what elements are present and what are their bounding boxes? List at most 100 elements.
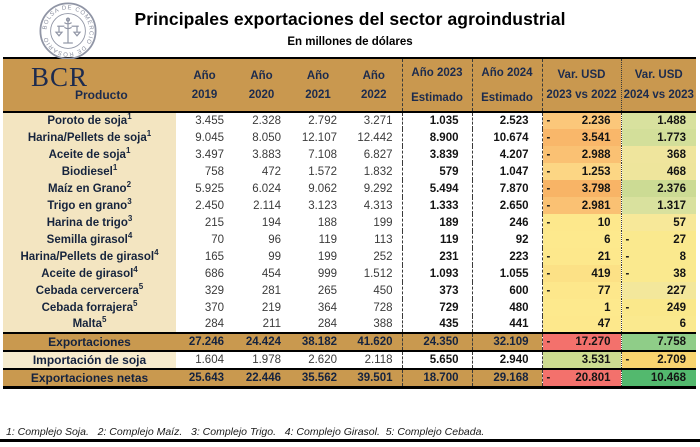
totals-label-cell: Exportaciones netas (3, 369, 176, 389)
year-value-cell: 6.024 (233, 180, 290, 197)
variation-cell: -10 (541, 214, 621, 231)
table-row: Biodiesel1 758 472 1.572 1.832 579 1.047-1.253… (3, 163, 696, 180)
year-value-cell: 2.118 (346, 351, 402, 370)
product-name-cell: Semilla girasol4 (3, 231, 176, 248)
year-2022-header: Año 2022 (346, 57, 402, 113)
estimated-value-cell: 2.940 (471, 351, 542, 370)
table-row: Maíz en Grano2 5.925 6.024 9.062 9.292 5.494 7… (3, 180, 696, 197)
year-value-cell: 284 (290, 316, 346, 333)
estimated-value-cell: 92 (471, 231, 542, 248)
year-value-cell: 199 (290, 248, 346, 265)
year-value-cell: 758 (176, 163, 233, 180)
year-value-cell: 3.455 (176, 112, 233, 129)
estimated-value-cell: 729 (401, 299, 472, 316)
product-column-header: BCR Producto (3, 57, 176, 113)
estimated-value-cell: 579 (401, 163, 472, 180)
variation-cell: -20.801 (541, 369, 621, 389)
bcr-wordmark: BCR (31, 62, 89, 92)
variation-cell: 1.317 (620, 197, 696, 214)
minus-sign: - (625, 267, 630, 280)
year-value-cell: 2.792 (290, 112, 346, 129)
year-value-cell: 22.446 (233, 369, 290, 389)
year-value-cell: 99 (233, 248, 290, 265)
estimated-value-cell: 1.047 (471, 163, 542, 180)
totals-row: Importación de soja 1.604 1.978 2.620 2.118 5… (3, 351, 696, 370)
page-title: Principales exportaciones del sector agr… (134, 9, 566, 29)
minus-sign: - (546, 182, 551, 195)
variation-cell: 2.376 (620, 180, 696, 197)
year-value-cell: 1.512 (346, 265, 402, 282)
year-value-cell: 3.883 (233, 146, 290, 163)
variation-cell: 6 (620, 316, 696, 333)
product-name-cell: Maíz en Grano2 (3, 180, 176, 197)
estimated-value-cell: 24.350 (401, 332, 472, 352)
product-name-cell: Malta5 (3, 316, 176, 333)
estimated-value-cell: 10.674 (471, 129, 542, 146)
minus-sign: - (546, 148, 551, 161)
year-value-cell: 35.562 (290, 369, 346, 389)
minus-sign: - (546, 267, 551, 280)
year-value-cell: 211 (233, 316, 290, 333)
variation-cell: -21 (541, 248, 621, 265)
estimated-value-cell: 5.650 (401, 351, 472, 370)
year-value-cell: 119 (290, 231, 346, 248)
table-body: Poroto de soja1 3.455 2.328 2.792 3.271 1.035… (3, 112, 696, 333)
bcr-seal-logo: BOLSA DE COMERCIO DE ROSARIO (39, 2, 97, 60)
exports-table: BCR Producto Año 2019 Año 2020 Año 2021 Año… (3, 57, 696, 389)
year-value-cell: 265 (290, 282, 346, 299)
year-value-cell: 194 (233, 214, 290, 231)
year-value-cell: 9.045 (176, 129, 233, 146)
product-name-cell: Cebada cervercera5 (3, 282, 176, 299)
estimated-value-cell: 1.055 (471, 265, 542, 282)
year-value-cell: 2.114 (233, 197, 290, 214)
variation-cell: -249 (620, 299, 696, 316)
minus-sign: - (546, 165, 551, 178)
table-totals: Exportaciones 27.246 24.424 38.182 41.620 24.… (3, 332, 696, 389)
estimated-value-cell: 5.494 (401, 180, 472, 197)
estimated-value-cell: 8.900 (401, 129, 472, 146)
year-value-cell: 27.246 (176, 332, 233, 352)
estimated-value-cell: 441 (471, 316, 542, 333)
variation-cell: 1.488 (620, 112, 696, 129)
variation-cell: -38 (620, 265, 696, 282)
estimated-value-cell: 600 (471, 282, 542, 299)
estimated-value-cell: 189 (401, 214, 472, 231)
year-value-cell: 9.292 (346, 180, 402, 197)
year-value-cell: 1.604 (176, 351, 233, 370)
year-value-cell: 215 (176, 214, 233, 231)
product-name-cell: Trigo en grano3 (3, 197, 176, 214)
year-value-cell: 450 (346, 282, 402, 299)
year-2019-header: Año 2019 (176, 57, 233, 113)
estimated-value-cell: 435 (401, 316, 472, 333)
variation-cell: -2.988 (541, 146, 621, 163)
estimated-value-cell: 119 (401, 231, 472, 248)
year-value-cell: 25.643 (176, 369, 233, 389)
minus-sign: - (546, 199, 551, 212)
year-value-cell: 1.572 (290, 163, 346, 180)
year-value-cell: 686 (176, 265, 233, 282)
year-value-cell: 2.620 (290, 351, 346, 370)
year-value-cell: 199 (346, 214, 402, 231)
year-value-cell: 24.424 (233, 332, 290, 352)
bottom-rule (0, 439, 700, 442)
year-value-cell: 113 (346, 231, 402, 248)
year-value-cell: 3.497 (176, 146, 233, 163)
product-name-cell: Poroto de soja1 (3, 112, 176, 129)
estimated-value-cell: 4.207 (471, 146, 542, 163)
title-block: Principales exportaciones del sector agr… (0, 0, 700, 48)
variation-cell: -3.798 (541, 180, 621, 197)
year-value-cell: 39.501 (346, 369, 402, 389)
totals-row: Exportaciones netas 25.643 22.446 35.562 39.… (3, 369, 696, 389)
product-name-cell: Aceite de soja1 (3, 146, 176, 163)
year-value-cell: 4.313 (346, 197, 402, 214)
year-value-cell: 38.182 (290, 332, 346, 352)
estimated-value-cell: 2.650 (471, 197, 542, 214)
year-value-cell: 41.620 (346, 332, 402, 352)
estimated-value-cell: 1.093 (401, 265, 472, 282)
estimated-value-cell: 18.700 (401, 369, 472, 389)
variation-cell: 1 (541, 299, 621, 316)
estimated-value-cell: 1.333 (401, 197, 472, 214)
year-value-cell: 3.271 (346, 112, 402, 129)
year-value-cell: 1.832 (346, 163, 402, 180)
